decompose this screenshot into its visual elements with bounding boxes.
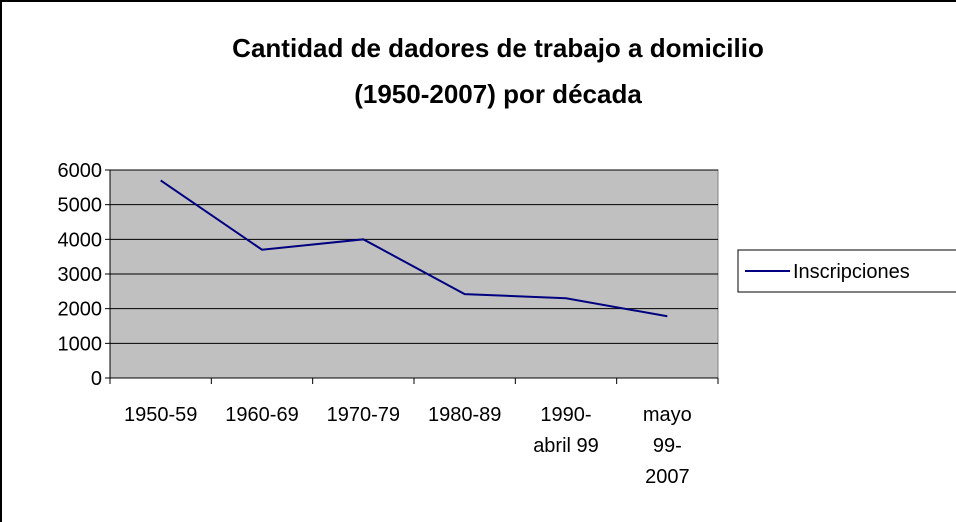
x-tick-label: 1990-abril 99 bbox=[533, 404, 599, 457]
y-tick-label: 0 bbox=[91, 368, 102, 390]
x-tick-label: mayo 99-2007 bbox=[643, 404, 692, 488]
y-tick-label: 1000 bbox=[58, 333, 103, 355]
x-tick-label: 1970-79 bbox=[327, 404, 400, 426]
x-tick-label: 1960-69 bbox=[225, 404, 298, 426]
y-tick-label: 6000 bbox=[58, 160, 103, 182]
chart-title: Cantidad de dadores de trabajo a domicil… bbox=[232, 33, 764, 63]
data-line bbox=[160, 179, 668, 318]
x-tick-label: 1980-89 bbox=[428, 404, 501, 426]
y-tick-label: 4000 bbox=[58, 229, 103, 251]
y-tick-label: 2000 bbox=[58, 299, 103, 321]
y-tick-label: 5000 bbox=[58, 195, 103, 217]
y-tick-label: 3000 bbox=[58, 264, 103, 286]
chart-title: (1950-2007) por década bbox=[354, 79, 642, 109]
x-tick-label: 1950-59 bbox=[124, 404, 197, 426]
legend-label: Inscripciones bbox=[793, 261, 910, 283]
